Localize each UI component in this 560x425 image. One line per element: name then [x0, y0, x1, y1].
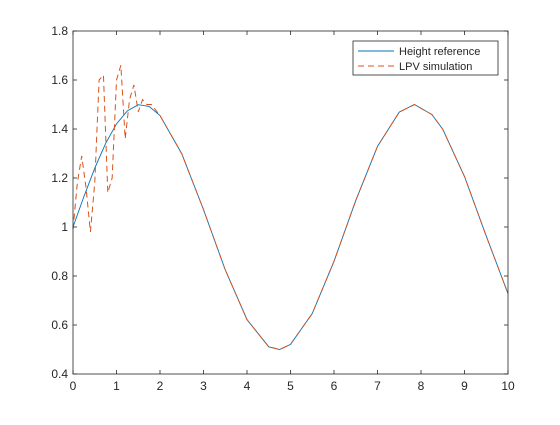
legend: Height reference LPV simulation	[352, 40, 499, 76]
y-tick-label: 0.8	[51, 269, 68, 283]
series-line-2	[72, 65, 509, 351]
x-tick-label: 10	[501, 379, 515, 393]
y-tick-label: 0.6	[51, 318, 68, 332]
legend-box	[352, 40, 499, 76]
y-tick-label: 1.6	[51, 73, 68, 87]
x-tick-label: 4	[244, 379, 251, 393]
plot-area	[73, 31, 508, 374]
x-tick-label: 1	[113, 379, 120, 393]
x-tick-label: 6	[331, 379, 338, 393]
y-tick-label: 1.8	[51, 24, 68, 38]
axes-layer: 0 1 2 3 4 5 6 7 8 9 10 0.4 0.6 0.8 1 1.2 1.4 1.6 1.8	[51, 24, 515, 393]
legend-label-1: Height reference	[399, 46, 480, 58]
legend-label-2: LPV simulation	[399, 61, 472, 73]
x-tick-label: 9	[461, 379, 468, 393]
x-tick-label: 7	[374, 379, 381, 393]
series-layer	[72, 65, 509, 351]
series-line-1	[72, 103, 509, 350]
x-tick-label: 2	[157, 379, 164, 393]
x-tick-label: 3	[200, 379, 207, 393]
x-tick-label: 8	[418, 379, 425, 393]
y-tick-label: 0.4	[51, 367, 68, 381]
y-tick-label: 1.4	[51, 122, 68, 136]
y-tick-label: 1.2	[51, 171, 68, 185]
x-tick-label: 0	[70, 379, 77, 393]
x-tick-label: 5	[287, 379, 294, 393]
y-tick-label: 1	[61, 220, 68, 234]
